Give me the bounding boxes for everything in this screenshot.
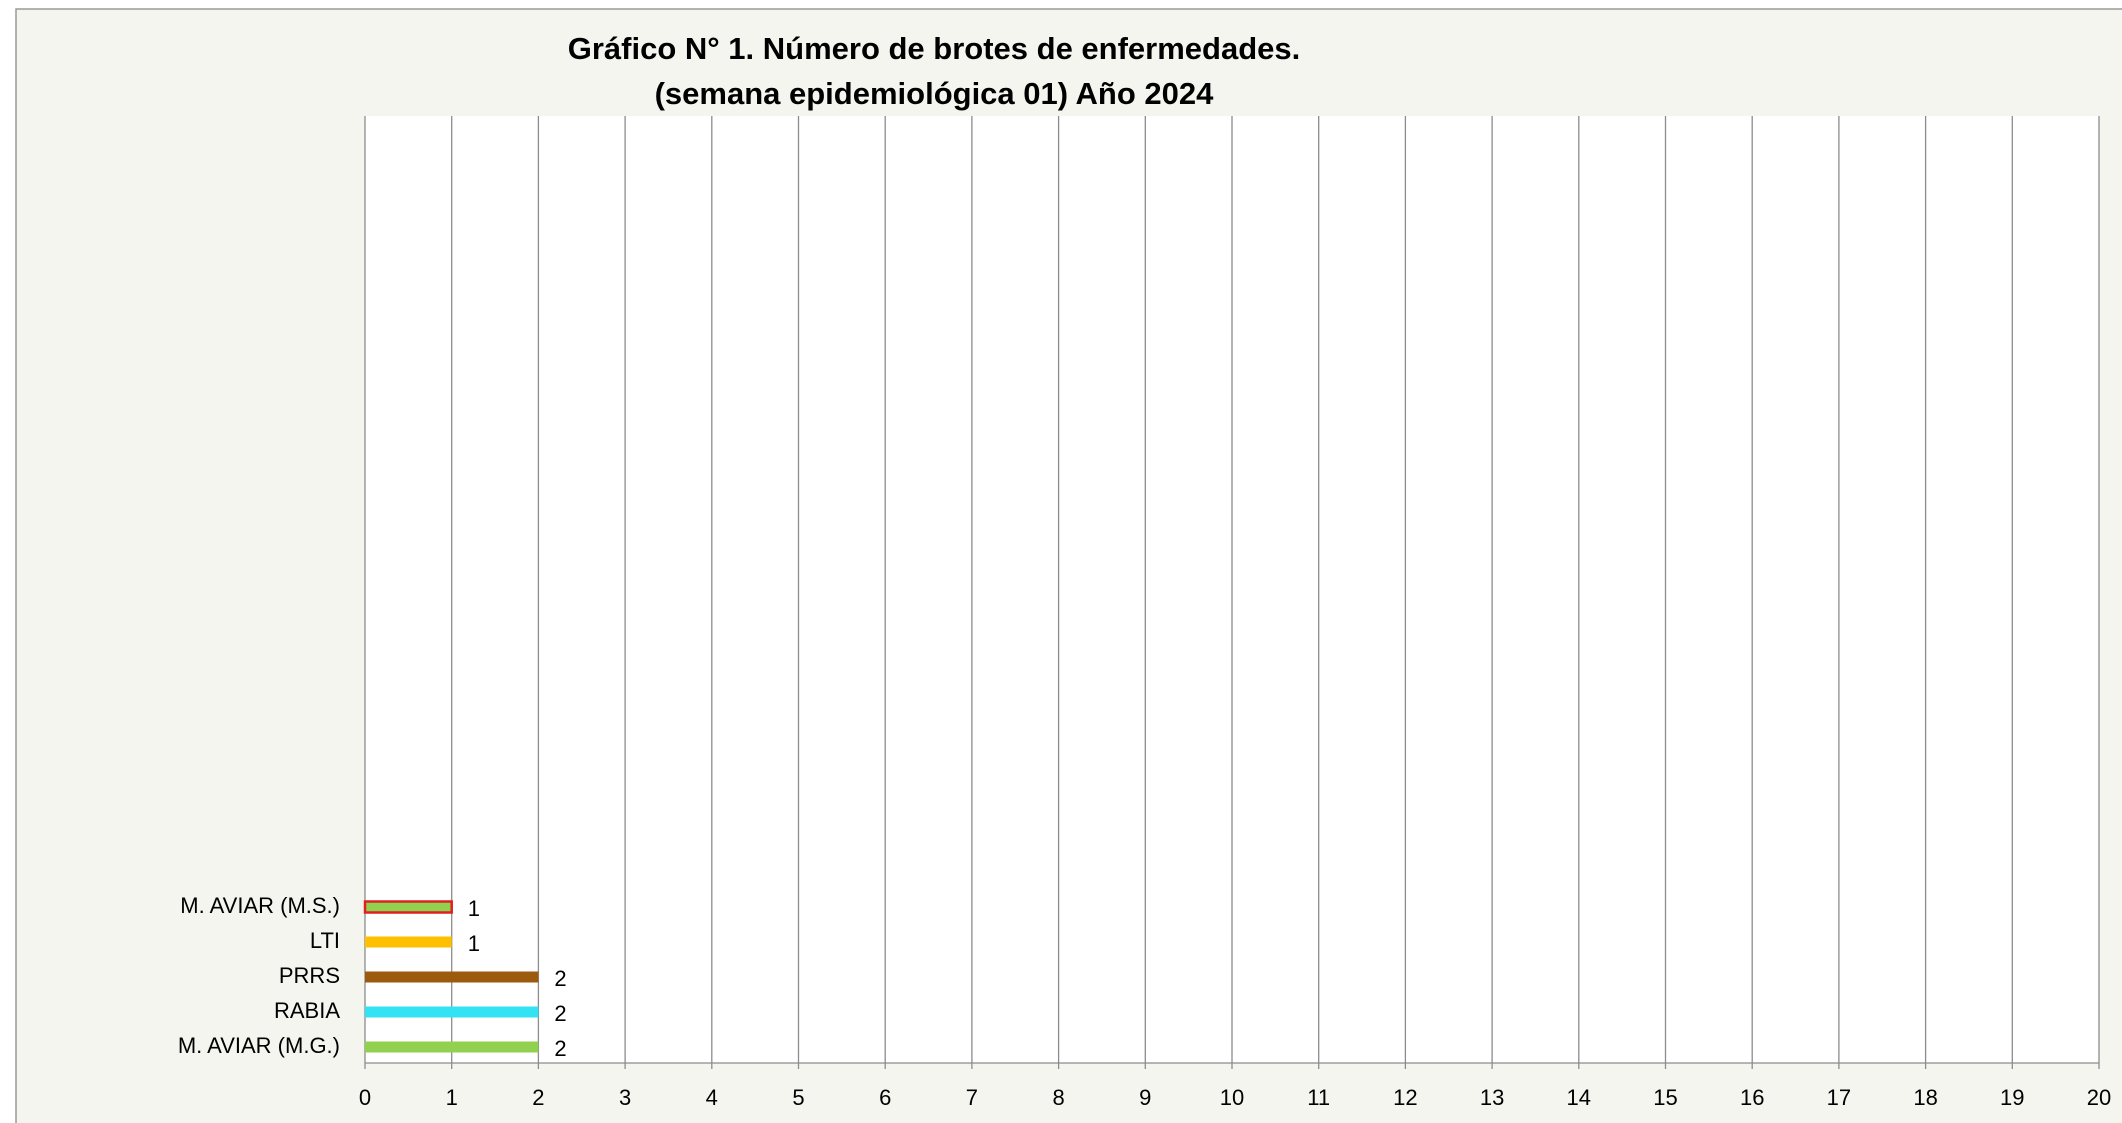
x-tick-label: 17: [1827, 1085, 1851, 1110]
bar: [365, 1006, 539, 1018]
x-tick-label: 8: [1052, 1085, 1064, 1110]
data-label: 1: [468, 896, 480, 921]
chart-title: Gráfico N° 1. Número de brotes de enferm…: [568, 31, 1301, 66]
y-tick-label: PRRS: [279, 963, 340, 988]
y-tick-label: M. AVIAR (M.S.): [180, 893, 340, 918]
bar: [365, 936, 452, 948]
x-tick-label: 11: [1307, 1085, 1330, 1110]
bar: [365, 971, 539, 983]
x-tick-label: 14: [1567, 1085, 1591, 1110]
x-tick-label: 13: [1480, 1085, 1504, 1110]
x-tick-label: 19: [2000, 1085, 2024, 1110]
x-tick-label: 7: [966, 1085, 978, 1110]
x-tick-label: 2: [532, 1085, 544, 1110]
y-tick-label: M. AVIAR (M.G.): [178, 1033, 340, 1058]
x-tick-label: 15: [1653, 1085, 1677, 1110]
x-tick-label: 18: [1913, 1085, 1937, 1110]
bar: [365, 1041, 539, 1053]
chart-subtitle: (semana epidemiológica 01) Año 2024: [655, 76, 1215, 111]
x-tick-label: 1: [446, 1085, 458, 1110]
data-label: 2: [554, 966, 566, 991]
x-tick-label: 5: [792, 1085, 804, 1110]
data-label: 2: [554, 1036, 566, 1061]
y-tick-label: RABIA: [274, 998, 340, 1023]
x-tick-label: 4: [706, 1085, 718, 1110]
x-tick-label: 9: [1139, 1085, 1151, 1110]
x-tick-label: 12: [1393, 1085, 1417, 1110]
y-tick-label: LTI: [310, 928, 340, 953]
data-label: 1: [468, 931, 480, 956]
x-tick-label: 16: [1740, 1085, 1764, 1110]
bar: [363, 900, 453, 914]
x-tick-label: 10: [1220, 1085, 1244, 1110]
x-tick-label: 3: [619, 1085, 631, 1110]
x-tick-label: 0: [359, 1085, 371, 1110]
x-tick-label: 6: [879, 1085, 891, 1110]
x-tick-label: 20: [2087, 1085, 2111, 1110]
data-label: 2: [554, 1001, 566, 1026]
